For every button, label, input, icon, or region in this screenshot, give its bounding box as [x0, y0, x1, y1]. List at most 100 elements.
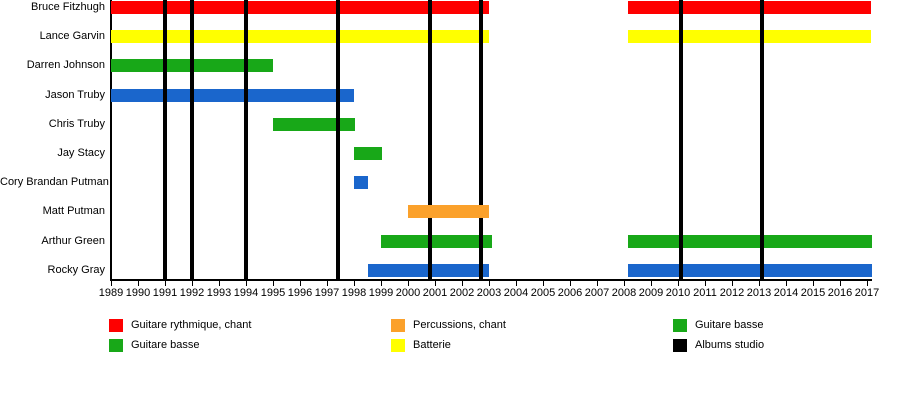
- year-label-1989: 1989: [98, 287, 124, 299]
- year-label-1999: 1999: [368, 287, 394, 299]
- tenure-bar-lance-garvin-1: [628, 30, 872, 44]
- year-label-2007: 2007: [584, 287, 610, 299]
- legend-swatch-green: [109, 339, 123, 352]
- member-name: Bruce Fitzhugh: [31, 1, 105, 13]
- year-label-2016: 2016: [827, 287, 853, 299]
- year-label-2011: 2011: [693, 287, 717, 299]
- album-line-1: [190, 0, 194, 279]
- member-name: Rocky Gray: [47, 263, 105, 276]
- year-tick-2017: [867, 281, 868, 286]
- year-label-1995: 1995: [260, 287, 286, 299]
- album-line-6: [678, 0, 683, 279]
- tenure-bar-bruce-fitzhugh-0: [111, 1, 489, 14]
- tenure-bar-jason-truby-0: [111, 88, 354, 102]
- legend-label: Guitare rythmique, chant: [131, 319, 252, 331]
- album-line-2: [244, 0, 248, 279]
- year-tick-2014: [786, 281, 787, 286]
- tenure-bar-arthur-green-1: [628, 234, 873, 248]
- year-label-2002: 2002: [449, 287, 475, 299]
- year-tick-1995: [273, 281, 274, 286]
- member-name: Chris Truby: [48, 117, 105, 130]
- year-tick-1999: [381, 281, 382, 286]
- legend-label: Guitare basse: [131, 339, 200, 351]
- album-line-4: [427, 0, 432, 279]
- year-tick-1998: [354, 281, 355, 286]
- legend-label: Percussions, chant: [413, 319, 506, 331]
- year-label-2000: 2000: [395, 287, 421, 299]
- member-name: Lance Garvin: [39, 30, 105, 43]
- year-label-2006: 2006: [557, 287, 583, 299]
- legend-label: Albums studio: [695, 339, 765, 351]
- year-label-2014: 2014: [773, 287, 799, 299]
- year-label-1996: 1996: [287, 287, 313, 299]
- member-name: Darren Johnson: [26, 59, 105, 72]
- year-tick-2001: [435, 281, 436, 286]
- year-tick-2002: [462, 281, 463, 286]
- legend-swatch-black: [673, 339, 687, 352]
- year-tick-1992: [192, 281, 193, 286]
- year-tick-2012: [732, 281, 733, 286]
- legend-swatch-green: [673, 319, 687, 332]
- year-label-2009: 2009: [638, 287, 664, 299]
- legend-label: Guitare basse: [695, 319, 764, 331]
- x-axis: [110, 279, 872, 281]
- year-tick-1993: [219, 281, 220, 286]
- year-tick-1997: [327, 281, 328, 286]
- year-tick-2005: [543, 281, 544, 286]
- legend-label: Batterie: [413, 339, 451, 351]
- tenure-bar-bruce-fitzhugh-1: [628, 1, 872, 14]
- year-label-1991: 1991: [152, 287, 178, 299]
- tenure-bar-chris-truby-0: [273, 117, 356, 131]
- y-axis: [110, 0, 112, 279]
- year-tick-1994: [246, 281, 247, 286]
- year-tick-2011: [705, 281, 706, 286]
- year-tick-1996: [300, 281, 301, 286]
- tenure-bar-lance-garvin-0: [111, 30, 489, 44]
- year-label-2004: 2004: [503, 287, 529, 299]
- member-name: Cory Brandan Putman: [0, 176, 109, 189]
- year-tick-2008: [624, 281, 625, 286]
- legend-swatch-red: [109, 319, 123, 332]
- year-label-1994: 1994: [233, 287, 259, 299]
- year-label-2013: 2013: [746, 287, 772, 299]
- year-label-1993: 1993: [206, 287, 232, 299]
- tenure-bar-cory-brandan-putman-0: [354, 176, 368, 190]
- year-label-1990: 1990: [125, 287, 151, 299]
- year-tick-1989: [111, 281, 112, 286]
- year-tick-1990: [138, 281, 139, 286]
- year-label-1998: 1998: [341, 287, 367, 299]
- year-label-2015: 2015: [800, 287, 826, 299]
- album-line-3: [335, 0, 340, 279]
- year-label-2008: 2008: [611, 287, 637, 299]
- album-line-0: [163, 0, 167, 279]
- year-label-2012: 2012: [719, 287, 745, 299]
- year-label-2001: 2001: [422, 287, 448, 299]
- year-tick-2007: [597, 281, 598, 286]
- tenure-bar-rocky-gray-1: [628, 263, 873, 277]
- year-tick-2015: [813, 281, 814, 286]
- year-tick-2013: [759, 281, 760, 286]
- album-line-7: [759, 0, 764, 279]
- member-name: Arthur Green: [41, 234, 105, 247]
- year-tick-2003: [489, 281, 490, 286]
- year-tick-2016: [840, 281, 841, 286]
- tenure-bar-jay-stacy-0: [354, 147, 383, 160]
- year-tick-2010: [678, 281, 679, 286]
- member-name: Matt Putman: [42, 205, 105, 218]
- year-label-2017: 2017: [854, 287, 880, 299]
- tenure-bar-matt-putman-0: [408, 205, 489, 219]
- year-label-1992: 1992: [179, 287, 205, 299]
- tenure-bar-arthur-green-0: [381, 234, 492, 248]
- year-tick-2006: [570, 281, 571, 286]
- year-tick-1991: [165, 281, 166, 286]
- member-name: Jay Stacy: [57, 147, 105, 159]
- year-tick-2000: [408, 281, 409, 286]
- album-line-5: [478, 0, 483, 279]
- legend-swatch-yellow: [391, 339, 405, 352]
- year-label-2003: 2003: [476, 287, 502, 299]
- year-tick-2004: [516, 281, 517, 286]
- member-name: Jason Truby: [45, 88, 105, 101]
- year-label-1997: 1997: [314, 287, 340, 299]
- year-label-2010: 2010: [665, 287, 691, 299]
